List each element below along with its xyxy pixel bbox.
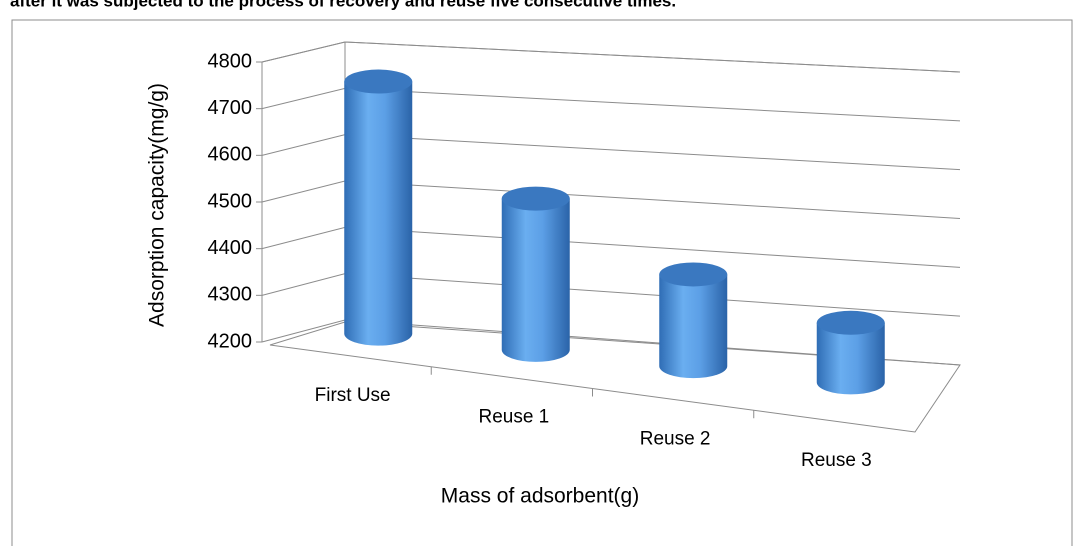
- bar-top: [344, 69, 413, 94]
- y-tick-label: 4700: [208, 97, 253, 119]
- y-tick-label: 4400: [208, 237, 253, 259]
- x-tick-label: Reuse 3: [801, 450, 872, 471]
- bar-top: [501, 186, 570, 211]
- y-tick-label: 4800: [208, 50, 253, 72]
- bar-top: [816, 310, 885, 335]
- y-tick-label: 4300: [208, 284, 253, 306]
- bar: [816, 322, 885, 395]
- x-tick-label: Reuse 2: [640, 428, 711, 449]
- caption: after it was subjected to the process of…: [10, 0, 676, 10]
- x-tick-label: Reuse 1: [478, 407, 549, 428]
- bar: [659, 274, 728, 379]
- bar: [501, 198, 570, 362]
- y-tick-label: 4500: [208, 190, 253, 212]
- x-axis-title: Mass of adsorbent(g): [441, 485, 639, 508]
- y-tick-label: 4200: [208, 330, 253, 352]
- plot-area: 4200 4300 4400 4500 4600 4700 4800 First Use Reu…: [208, 41, 961, 471]
- y-axis-title: Adsorption capacity(mg/g): [146, 83, 169, 327]
- bar: [344, 81, 413, 346]
- grid-line: [261, 41, 961, 73]
- y-tick-label: 4600: [208, 144, 253, 166]
- x-tick-label: First Use: [315, 385, 391, 406]
- bar-top: [659, 262, 728, 287]
